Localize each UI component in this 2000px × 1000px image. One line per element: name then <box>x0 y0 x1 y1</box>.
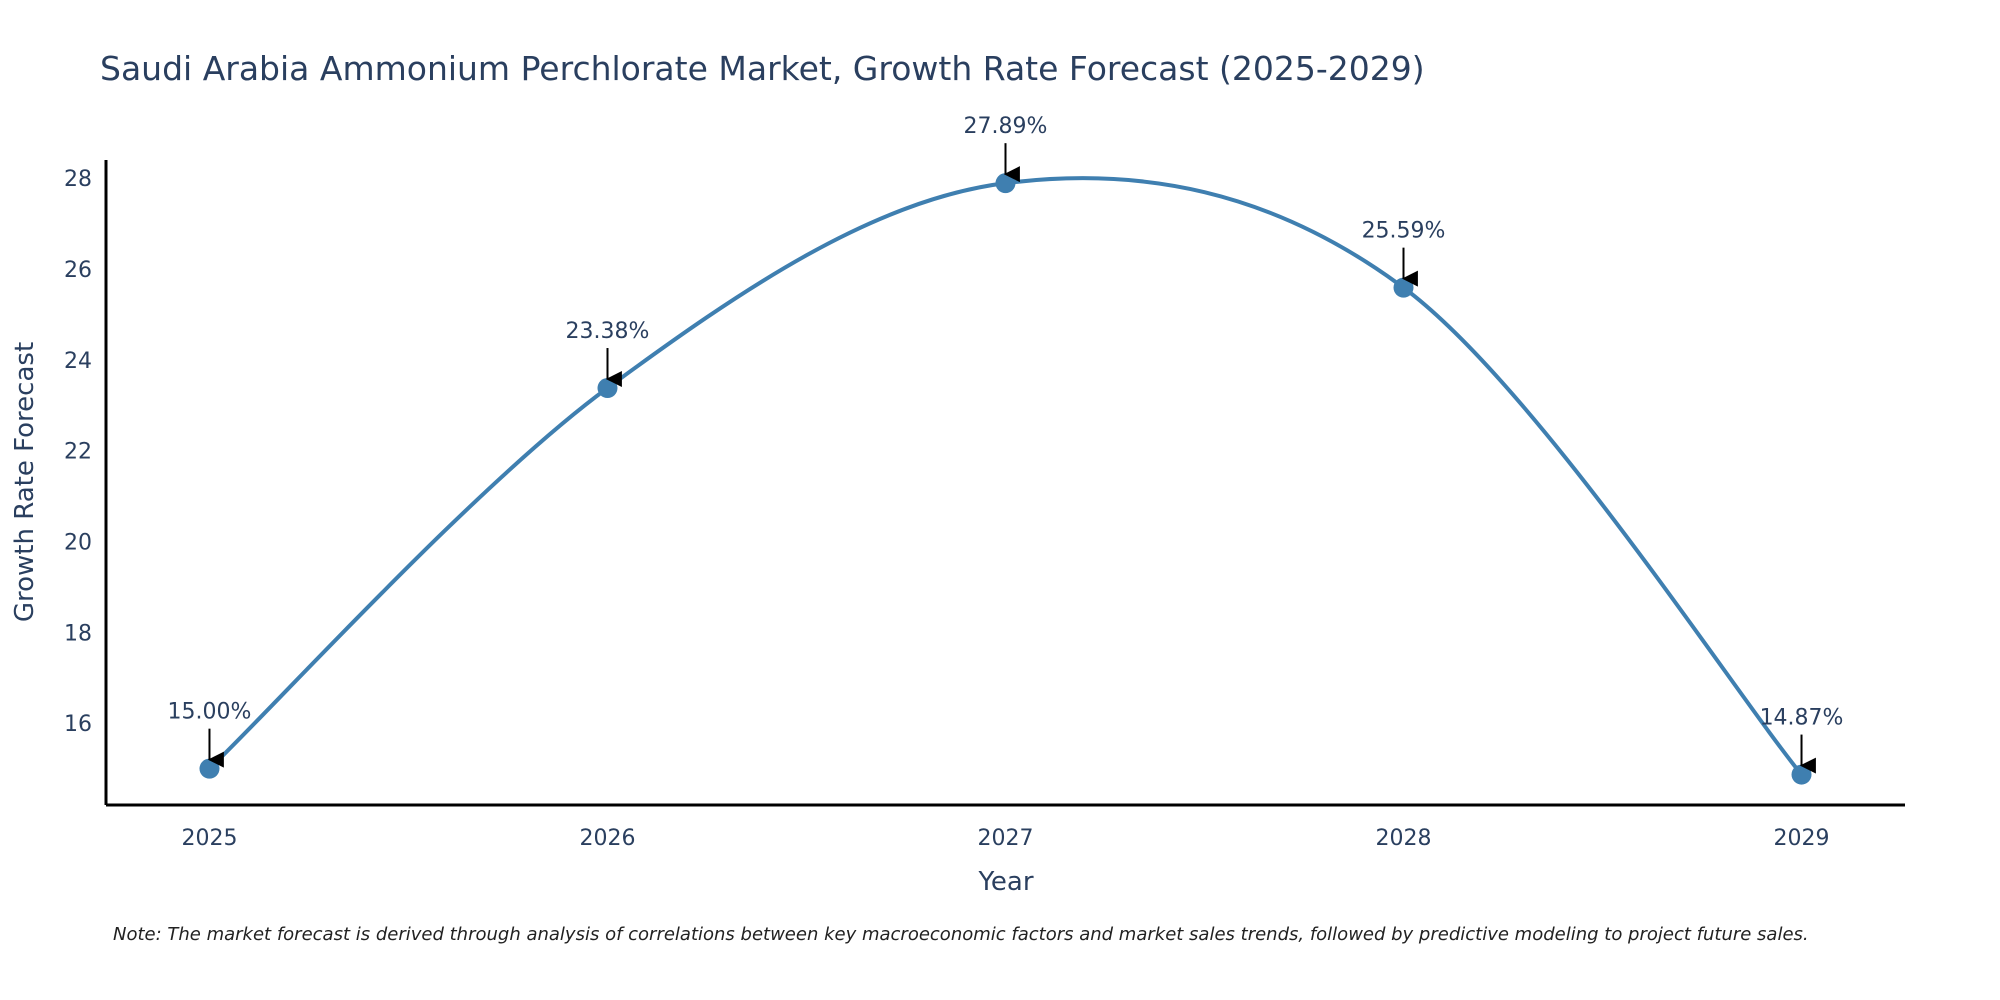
data-point[interactable] <box>1791 764 1812 785</box>
x-tick-label: 2027 <box>978 826 1034 851</box>
x-tick-label: 2026 <box>579 826 635 851</box>
data-point[interactable] <box>995 173 1016 194</box>
data-label: 25.59% <box>1362 219 1446 244</box>
x-axis-ticks: 2025 2026 2027 2028 2029 <box>181 826 1829 851</box>
data-label: 14.87% <box>1760 706 1844 731</box>
plot-area: 15.00% 23.38% 27.89% 25.59% 14.87% <box>168 114 1844 785</box>
y-axis-title: Growth Rate Forecast <box>10 342 40 622</box>
x-tick-label: 2028 <box>1376 826 1432 851</box>
chart-title: Saudi Arabia Ammonium Perchlorate Market… <box>100 49 1425 88</box>
x-axis-title: Year <box>977 867 1033 897</box>
x-tick-label: 2025 <box>181 826 237 851</box>
y-tick-label: 20 <box>64 531 92 556</box>
y-tick-label: 22 <box>64 440 92 465</box>
series-line <box>208 176 1804 776</box>
y-tick-label: 24 <box>64 349 92 374</box>
data-label: 27.89% <box>964 114 1048 139</box>
markers-group <box>199 173 1812 785</box>
data-point[interactable] <box>597 378 618 399</box>
y-tick-label: 26 <box>64 258 92 283</box>
y-tick-label: 28 <box>64 167 92 192</box>
data-label: 15.00% <box>168 700 252 725</box>
data-label: 23.38% <box>566 319 650 344</box>
data-point[interactable] <box>199 758 220 779</box>
y-axis-ticks: 16 18 20 22 24 26 28 <box>64 167 92 737</box>
data-point[interactable] <box>1393 277 1414 298</box>
y-tick-label: 16 <box>64 712 92 737</box>
x-tick-label: 2029 <box>1774 826 1830 851</box>
y-tick-label: 18 <box>64 621 92 646</box>
data-labels-group: 15.00% 23.38% 27.89% 25.59% 14.87% <box>168 114 1844 774</box>
footnote: Note: The market forecast is derived thr… <box>113 924 1809 945</box>
